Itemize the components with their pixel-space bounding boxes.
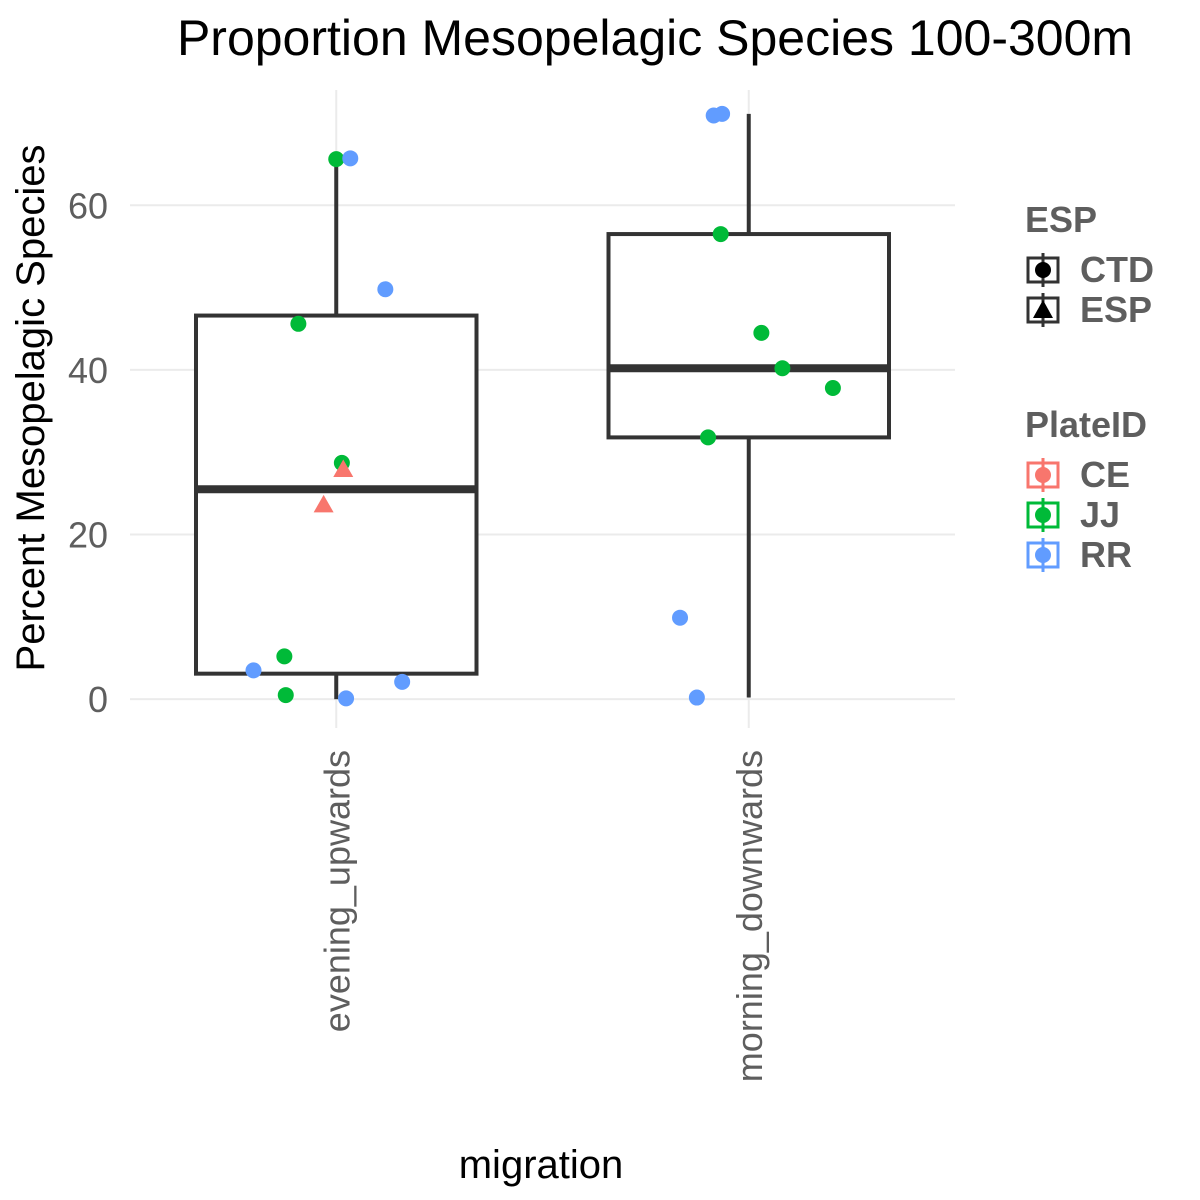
data-point xyxy=(700,429,717,446)
data-point xyxy=(338,690,355,707)
legend-key-circle xyxy=(1035,507,1051,523)
legend-key xyxy=(1026,538,1060,572)
box-iqr xyxy=(606,232,891,440)
legend-key-circle xyxy=(1035,262,1051,278)
legend-label: RR xyxy=(1080,534,1132,575)
y-tick-label: 0 xyxy=(88,679,108,720)
x-tick-label: morning_downwards xyxy=(729,750,770,1082)
chart-title: Proportion Mesopelagic Species 100-300m xyxy=(177,10,1133,66)
box-morning_downwards xyxy=(606,113,891,698)
legend-label: CTD xyxy=(1080,249,1154,290)
data-point xyxy=(245,662,262,679)
data-point xyxy=(394,673,411,690)
legend-title: ESP xyxy=(1025,199,1097,240)
data-point xyxy=(824,380,841,397)
legend-key-triangle xyxy=(1033,300,1053,318)
data-point xyxy=(276,648,293,665)
legend-key xyxy=(1026,293,1060,327)
data-point xyxy=(342,150,359,167)
data-point xyxy=(277,687,294,704)
legend-key xyxy=(1026,498,1060,532)
y-axis-title: Percent Mesopelagic Species xyxy=(9,145,53,672)
data-point xyxy=(688,689,705,706)
legend-key xyxy=(1026,253,1060,287)
data-point xyxy=(672,609,689,626)
legend-key-circle xyxy=(1035,547,1051,563)
data-point xyxy=(714,105,731,122)
y-tick-label: 20 xyxy=(68,515,108,556)
data-point xyxy=(753,324,770,341)
data-point-triangle xyxy=(313,494,334,513)
box-evening_upwards xyxy=(194,159,479,700)
y-tick-label: 40 xyxy=(68,350,108,391)
legend-label: ESP xyxy=(1080,289,1152,330)
legend-title: PlateID xyxy=(1025,404,1147,445)
legend-label: CE xyxy=(1080,454,1130,495)
data-point xyxy=(290,315,307,332)
legend-key xyxy=(1026,458,1060,492)
x-tick-label: evening_upwards xyxy=(316,750,357,1032)
data-point xyxy=(377,281,394,298)
legend-label: JJ xyxy=(1080,494,1120,535)
legend-key-circle xyxy=(1035,467,1051,483)
x-axis-title: migration xyxy=(459,1143,624,1187)
plot-area: 0 20 40 60 evening_upwards morning_downwards xyxy=(68,90,955,1082)
data-point xyxy=(328,151,345,168)
data-point xyxy=(712,226,729,243)
y-tick-label: 60 xyxy=(68,185,108,226)
data-point-triangle xyxy=(333,459,354,478)
data-point xyxy=(774,360,791,377)
box-iqr xyxy=(194,313,479,676)
